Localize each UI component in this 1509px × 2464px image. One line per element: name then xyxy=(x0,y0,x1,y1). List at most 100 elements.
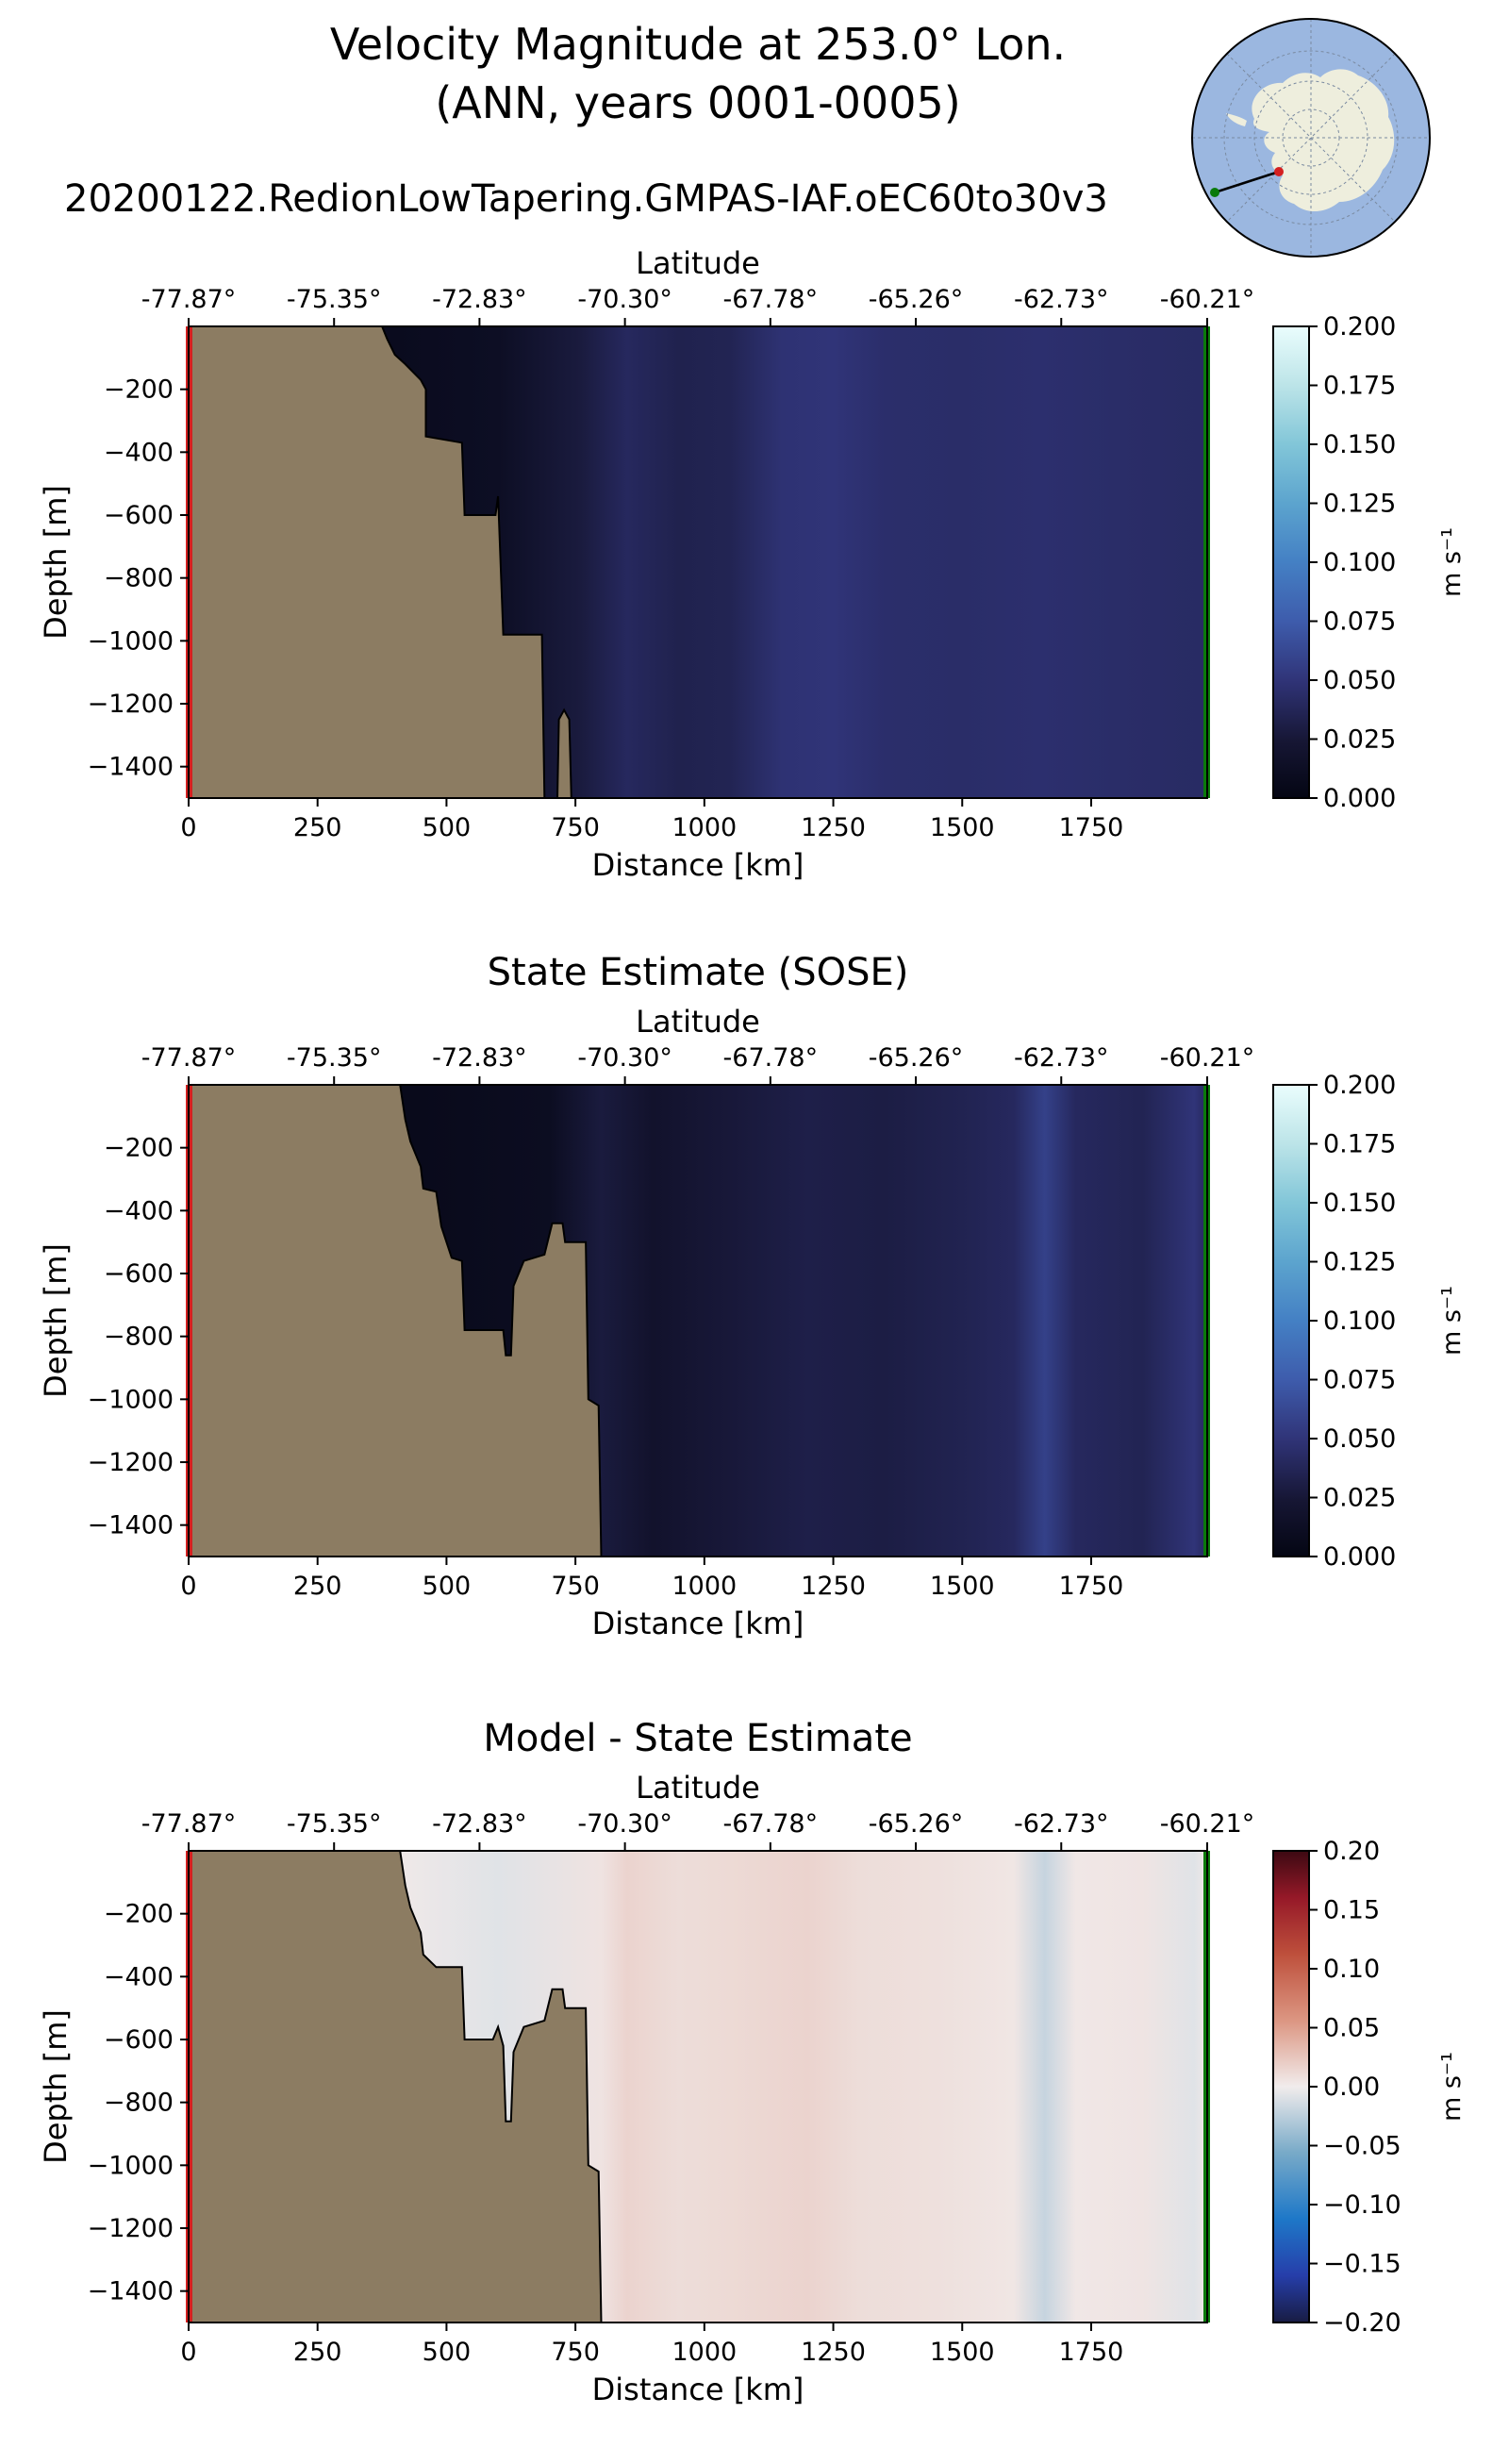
top-axis-label: Latitude xyxy=(636,1004,760,1040)
y-tick-label: −1200 xyxy=(88,1448,174,1477)
lat-tick-label: -72.83° xyxy=(432,1809,527,1839)
lat-tick-label: -70.30° xyxy=(577,1809,672,1839)
y-tick-label: −1000 xyxy=(88,2151,174,2180)
y-tick-label: −200 xyxy=(104,1134,174,1163)
colorbar-label: m s⁻¹ xyxy=(1437,1286,1467,1356)
lat-tick-label: -62.73° xyxy=(1014,1043,1109,1073)
panel-title: Model - State Estimate xyxy=(483,1717,912,1760)
y-tick-label: −1400 xyxy=(88,2277,174,2306)
colorbar-tick-label: 0.125 xyxy=(1323,490,1396,519)
colorbar xyxy=(1272,325,1310,799)
x-tick-label: 1250 xyxy=(801,813,866,842)
x-tick-label: 750 xyxy=(551,2338,600,2367)
lat-tick-label: -75.35° xyxy=(287,1043,382,1073)
colorbar-tick-label: 0.100 xyxy=(1323,548,1396,577)
y-tick-label: −1400 xyxy=(88,1511,174,1540)
colorbar-label: m s⁻¹ xyxy=(1437,2052,1467,2122)
panel-title: State Estimate (SOSE) xyxy=(488,951,909,994)
y-tick-label: −400 xyxy=(104,1962,174,1991)
x-tick-label: 750 xyxy=(551,813,600,842)
lat-tick-label: -72.83° xyxy=(432,285,527,314)
y-axis-label: Depth [m] xyxy=(38,2009,74,2164)
map-transect-line xyxy=(1214,170,1280,194)
y-tick-label: −800 xyxy=(104,1323,174,1352)
lat-tick-label: -77.87° xyxy=(141,1043,237,1073)
colorbar-tick-label: 0.000 xyxy=(1323,784,1396,813)
land-mask xyxy=(188,1084,603,1557)
lat-tick-label: -70.30° xyxy=(577,285,672,314)
lat-tick-label: -67.78° xyxy=(723,1809,819,1839)
y-tick-label: −600 xyxy=(104,2025,174,2055)
y-tick-label: −600 xyxy=(104,501,174,530)
colorbar-tick-label: 0.15 xyxy=(1323,1896,1380,1925)
lat-tick-label: -77.87° xyxy=(141,285,237,314)
figure-title-line2: (ANN, years 0001-0005) xyxy=(435,77,961,128)
locator-map xyxy=(1191,18,1431,258)
colorbar-tick-label: 0.150 xyxy=(1323,430,1396,459)
colorbar-tick-label: 0.175 xyxy=(1323,372,1396,401)
y-tick-label: −1400 xyxy=(88,753,174,782)
y-tick-label: −1000 xyxy=(88,1385,174,1414)
y-tick-label: −1200 xyxy=(88,690,174,719)
x-tick-label: 0 xyxy=(180,2338,196,2367)
panel-difference: Model - State Estimate Latitude 0 250 500 750… xyxy=(38,1717,1467,2407)
colorbar-label: m s⁻¹ xyxy=(1437,527,1467,597)
colorbar-tick-label: 0.150 xyxy=(1323,1189,1396,1218)
colorbar-tick-label: 0.050 xyxy=(1323,666,1396,695)
y-tick-label: −400 xyxy=(104,438,174,467)
x-axis-label: Distance [km] xyxy=(592,847,804,883)
land-mask-extra xyxy=(556,708,572,799)
colorbar-tick-label: 0.075 xyxy=(1323,1366,1396,1395)
land-mask xyxy=(188,1850,603,2323)
colorbar-tick-label: −0.05 xyxy=(1323,2132,1401,2161)
lat-tick-label: -67.78° xyxy=(723,1043,819,1073)
colorbar-tick-label: 0.200 xyxy=(1323,312,1396,341)
x-tick-label: 1250 xyxy=(801,2338,866,2367)
x-tick-label: 0 xyxy=(180,1572,196,1601)
plot-frame xyxy=(188,1850,1208,2323)
panel-model: Latitude 0 250 500 750 1000 1250 1500 1750 Distan… xyxy=(38,245,1467,883)
x-tick-label: 1500 xyxy=(930,813,995,842)
colorbar-tick-label: −0.10 xyxy=(1323,2190,1401,2220)
x-tick-label: 250 xyxy=(293,1572,342,1601)
lat-tick-label: -67.78° xyxy=(723,285,819,314)
colorbar-tick-label: 0.100 xyxy=(1323,1307,1396,1336)
x-tick-label: 1750 xyxy=(1059,813,1124,842)
x-tick-label: 1250 xyxy=(801,1572,866,1601)
top-axis-label: Latitude xyxy=(636,245,760,281)
x-axis-label: Distance [km] xyxy=(592,2372,804,2407)
colorbar xyxy=(1272,1084,1310,1557)
colorbar-tick-label: −0.20 xyxy=(1323,2308,1401,2338)
run-name: 20200122.RedionLowTapering.GMPAS-IAF.oEC… xyxy=(64,177,1108,221)
y-tick-label: −200 xyxy=(104,1900,174,1929)
plot-frame xyxy=(188,325,1208,799)
y-tick-label: −600 xyxy=(104,1259,174,1289)
colorbar-tick-label: 0.20 xyxy=(1323,1837,1380,1866)
y-tick-label: −800 xyxy=(104,2089,174,2118)
colorbar-tick-label: 0.025 xyxy=(1323,1484,1396,1513)
colorbar-tick-label: 0.200 xyxy=(1323,1071,1396,1100)
lat-tick-label: -65.26° xyxy=(869,285,964,314)
map-transect-end-dot xyxy=(1210,188,1219,197)
x-tick-label: 1500 xyxy=(930,1572,995,1601)
y-tick-label: −400 xyxy=(104,1196,174,1225)
y-tick-label: −800 xyxy=(104,564,174,593)
colorbar-tick-label: 0.10 xyxy=(1323,1955,1380,1984)
x-tick-label: 1000 xyxy=(672,813,737,842)
lat-tick-label: -75.35° xyxy=(287,285,382,314)
y-tick-label: −1000 xyxy=(88,626,174,656)
panel-sose: State Estimate (SOSE) Latitude 0 250 500 750 1… xyxy=(38,951,1467,1641)
colorbar-tick-label: 0.075 xyxy=(1323,608,1396,637)
x-tick-label: 0 xyxy=(180,813,196,842)
x-tick-label: 250 xyxy=(293,2338,342,2367)
lat-tick-label: -77.87° xyxy=(141,1809,237,1839)
x-tick-label: 1750 xyxy=(1059,1572,1124,1601)
y-tick-label: −1200 xyxy=(88,2214,174,2243)
map-graticule xyxy=(1192,19,1430,257)
lat-tick-label: -65.26° xyxy=(869,1043,964,1073)
colorbar-tick-label: 0.050 xyxy=(1323,1424,1396,1454)
colorbar xyxy=(1272,1850,1310,2323)
map-transect-start-dot xyxy=(1274,167,1284,176)
colorbar-tick-label: 0.00 xyxy=(1323,2073,1380,2102)
